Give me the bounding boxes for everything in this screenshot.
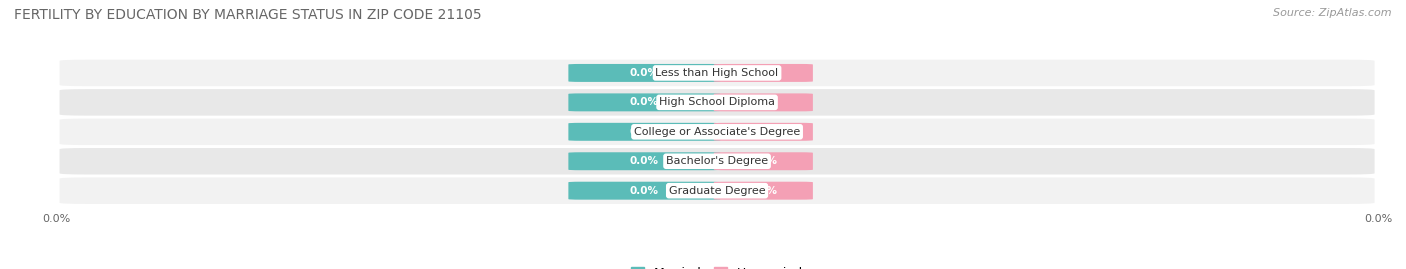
Text: Bachelor's Degree: Bachelor's Degree [666,156,768,166]
Text: 0.0%: 0.0% [749,97,778,107]
FancyBboxPatch shape [568,152,720,170]
FancyBboxPatch shape [568,93,720,111]
FancyBboxPatch shape [714,93,813,111]
Text: 0.0%: 0.0% [749,186,778,196]
Text: Source: ZipAtlas.com: Source: ZipAtlas.com [1274,8,1392,18]
FancyBboxPatch shape [714,123,813,141]
FancyBboxPatch shape [568,182,720,200]
Text: College or Associate's Degree: College or Associate's Degree [634,127,800,137]
Text: 0.0%: 0.0% [749,68,778,78]
Text: 0.0%: 0.0% [630,68,659,78]
Text: High School Diploma: High School Diploma [659,97,775,107]
FancyBboxPatch shape [59,148,1375,175]
FancyBboxPatch shape [568,123,720,141]
Text: FERTILITY BY EDUCATION BY MARRIAGE STATUS IN ZIP CODE 21105: FERTILITY BY EDUCATION BY MARRIAGE STATU… [14,8,482,22]
Text: 0.0%: 0.0% [630,97,659,107]
Text: 0.0%: 0.0% [749,156,778,166]
Text: 0.0%: 0.0% [749,127,778,137]
FancyBboxPatch shape [568,64,720,82]
Text: 0.0%: 0.0% [630,156,659,166]
FancyBboxPatch shape [714,64,813,82]
Legend: Married, Unmarried: Married, Unmarried [626,262,808,269]
FancyBboxPatch shape [59,119,1375,145]
Text: 0.0%: 0.0% [630,127,659,137]
Text: 0.0%: 0.0% [630,186,659,196]
FancyBboxPatch shape [714,182,813,200]
Text: Less than High School: Less than High School [655,68,779,78]
FancyBboxPatch shape [59,89,1375,116]
FancyBboxPatch shape [59,178,1375,204]
FancyBboxPatch shape [59,60,1375,86]
Text: Graduate Degree: Graduate Degree [669,186,765,196]
FancyBboxPatch shape [714,152,813,170]
